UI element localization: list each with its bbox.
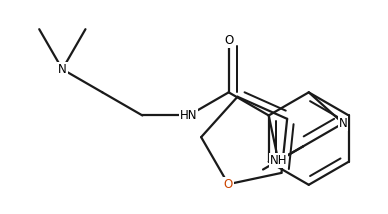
Text: HN: HN	[180, 109, 197, 122]
Text: N: N	[58, 63, 67, 76]
Text: O: O	[224, 34, 233, 47]
Text: NH: NH	[270, 154, 287, 167]
Text: O: O	[224, 178, 233, 191]
Text: N: N	[339, 117, 348, 130]
